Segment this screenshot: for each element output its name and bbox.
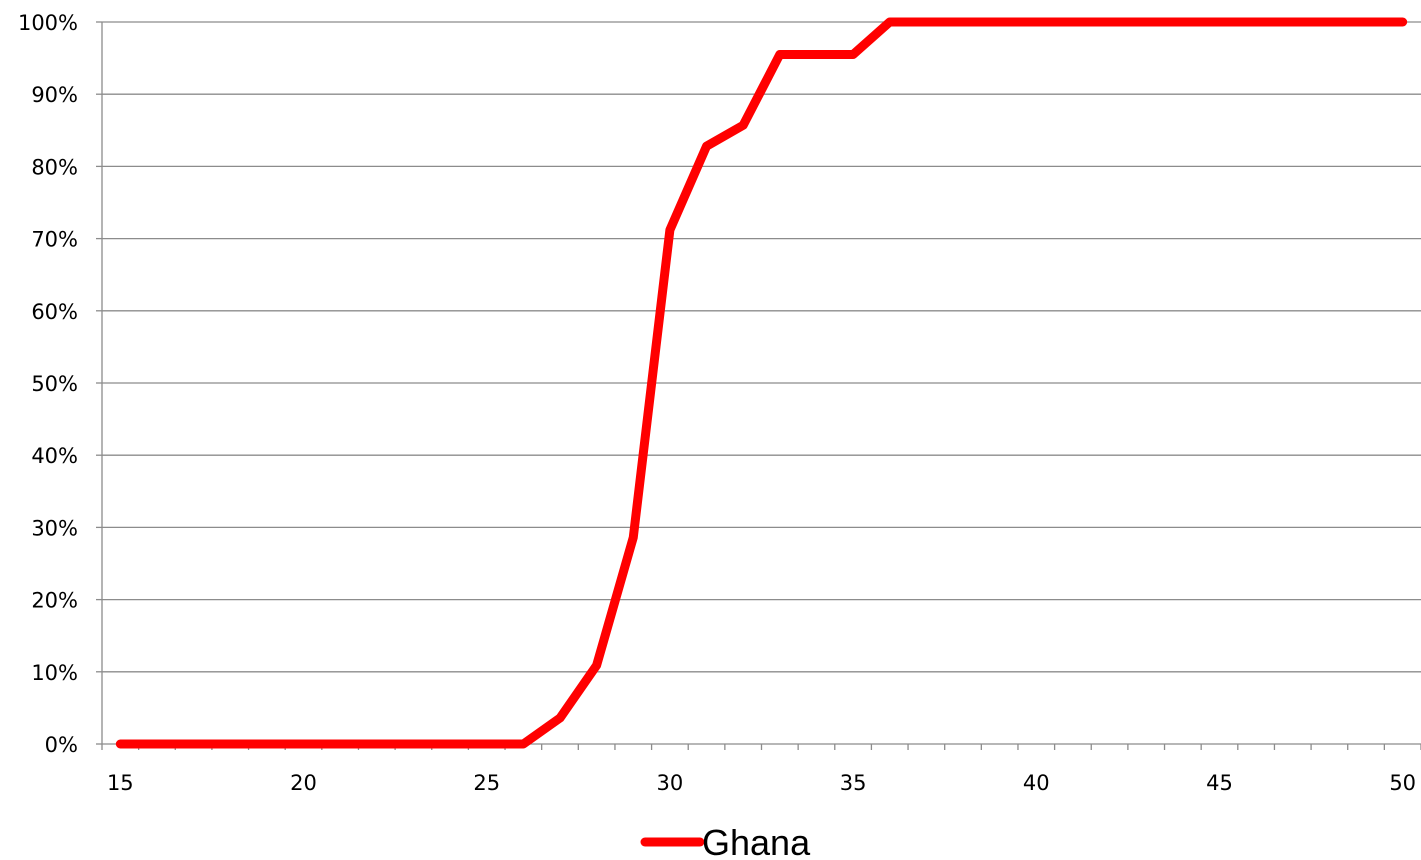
x-tick-label: 30 (657, 771, 684, 795)
x-tick-label: 45 (1206, 771, 1233, 795)
y-tick-label: 100% (18, 11, 78, 35)
y-tick-label: 20% (31, 589, 78, 613)
x-tick-label: 25 (473, 771, 500, 795)
x-tick-label: 40 (1023, 771, 1050, 795)
y-tick-label: 40% (31, 444, 78, 468)
y-tick-label: 80% (31, 155, 78, 179)
x-tick-label: 50 (1389, 771, 1416, 795)
series-layer (115, 17, 1408, 749)
y-tick-label: 70% (31, 228, 78, 252)
y-tick-label: 50% (31, 372, 78, 396)
axes (96, 21, 1421, 750)
y-tick-label: 90% (31, 83, 78, 107)
x-axis-tick-labels: 15 20 25 30 35 40 45 50 (107, 771, 1416, 795)
x-tick-label: 20 (290, 771, 317, 795)
x-tick-label: 15 (107, 771, 134, 795)
y-tick-label: 30% (31, 516, 78, 540)
x-tick-label: 35 (840, 771, 867, 795)
gridlines (102, 21, 1421, 673)
series-line-ghana (115, 17, 1408, 749)
legend: Ghana (640, 822, 811, 860)
y-tick-label: 60% (31, 300, 78, 324)
y-tick-label: 10% (31, 661, 78, 685)
y-tick-label: 0% (45, 733, 78, 757)
legend-label: Ghana (702, 822, 811, 860)
y-axis-tick-labels: 0% 10% 20% 30% 40% 50% 60% 70% 80% 90% 100% (18, 11, 78, 757)
